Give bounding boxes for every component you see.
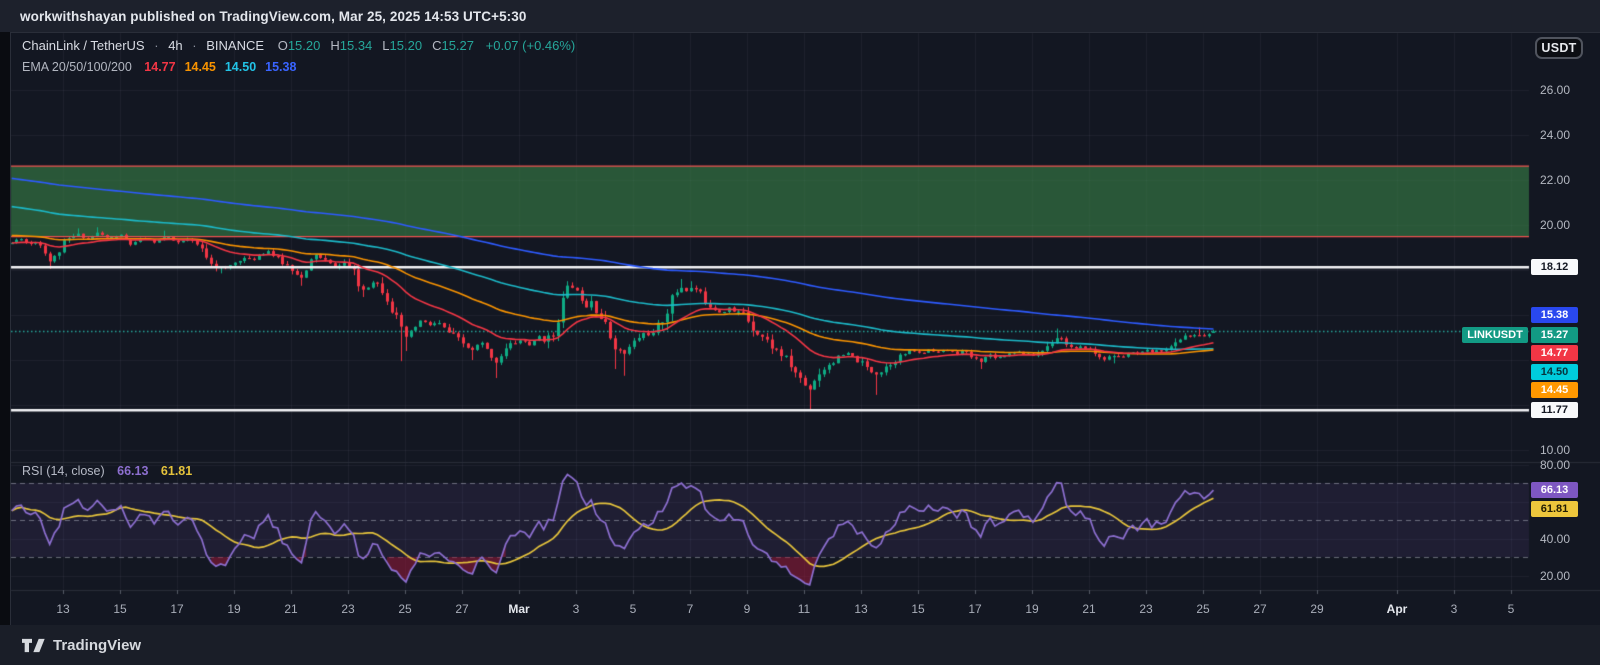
time-axis-label: 13 <box>854 602 868 616</box>
time-axis-label: 11 <box>797 602 811 616</box>
time-axis-label: 17 <box>968 602 982 616</box>
time-axis-label: 21 <box>284 602 298 616</box>
ohlc-values: O15.20 H15.34 L15.20 C15.27 <box>268 38 474 53</box>
change-value: +0.07 (+0.46%) <box>485 38 576 53</box>
price-axis-badge: 14.77 <box>1531 345 1578 361</box>
price-axis-label: 20.00 <box>1539 569 1571 583</box>
price-axis-label: 80.00 <box>1539 458 1571 472</box>
rsi-signal-value: 61.81 <box>160 464 193 478</box>
ohlc-letter: H <box>330 38 340 53</box>
time-axis-label: 25 <box>1196 602 1210 616</box>
rsi-value: 66.13 <box>117 464 149 478</box>
ohlc-letter: O <box>277 38 288 53</box>
time-axis-label: Mar <box>508 602 530 616</box>
price-axis-badge: 14.50 <box>1531 364 1578 380</box>
ema-value: 15.38 <box>265 60 297 74</box>
time-axis-label: 7 <box>686 602 694 616</box>
price-axis-badge: 15.27 <box>1531 327 1578 343</box>
ohlc-number: 15.34 <box>339 38 373 53</box>
time-axis-label: 3 <box>1450 602 1458 616</box>
symbol-header: ChainLink / TetherUS · 4h · BINANCE O15.… <box>22 38 575 53</box>
time-axis-label: 15 <box>911 602 925 616</box>
time-axis-label: 5 <box>1507 602 1515 616</box>
rsi-indicator-row: RSI (14, close) 66.13 61.81 <box>22 464 192 478</box>
ema-indicator-row: EMA 20/50/100/200 14.77 14.45 14.50 15.38 <box>22 60 296 74</box>
currency-toggle-button[interactable]: USDT <box>1535 37 1583 59</box>
price-axis-label: 26.00 <box>1539 83 1571 97</box>
time-axis-label: Apr <box>1386 602 1408 616</box>
time-axis-label: 19 <box>227 602 241 616</box>
separator-dot: · <box>192 38 197 53</box>
time-axis-label: 13 <box>56 602 70 616</box>
time-axis-label: 27 <box>455 602 469 616</box>
interval-label[interactable]: 4h <box>168 38 183 53</box>
time-axis-label: 3 <box>572 602 580 616</box>
price-axis-label: 24.00 <box>1539 128 1571 142</box>
price-axis-badge: 14.45 <box>1531 382 1578 398</box>
rsi-indicator-label[interactable]: RSI (14, close) <box>22 464 105 478</box>
time-axis-label: 5 <box>629 602 637 616</box>
price-axis-badge: 66.13 <box>1531 482 1578 498</box>
time-axis-label: 21 <box>1082 602 1096 616</box>
ohlc-letter: L <box>382 38 390 53</box>
price-axis-label: 10.00 <box>1539 443 1571 457</box>
exchange-label[interactable]: BINANCE <box>206 38 265 53</box>
ohlc-letter: C <box>432 38 442 53</box>
time-axis-label: 19 <box>1025 602 1039 616</box>
time-axis-label: 15 <box>113 602 127 616</box>
ema-indicator-label[interactable]: EMA 20/50/100/200 <box>22 60 132 74</box>
time-axis-label: 25 <box>398 602 412 616</box>
time-axis-label: 29 <box>1310 602 1324 616</box>
ohlc-number: 15.20 <box>389 38 423 53</box>
ema-value: 14.45 <box>184 60 216 74</box>
time-axis-label: 23 <box>341 602 355 616</box>
price-axis-label: 40.00 <box>1539 532 1571 546</box>
ema-values: 14.77 14.45 14.50 15.38 <box>135 60 296 74</box>
separator-dot: · <box>154 38 159 53</box>
price-axis-label: 20.00 <box>1539 218 1571 232</box>
ohlc-number: 15.27 <box>441 38 475 53</box>
price-axis-badge: 61.81 <box>1531 501 1578 517</box>
price-axis-badge: 11.77 <box>1531 402 1578 418</box>
ema-value: 14.50 <box>224 60 257 74</box>
time-axis-label: 23 <box>1139 602 1153 616</box>
price-axis-badge: 15.38 <box>1531 307 1578 323</box>
symbol-price-tag: LINKUSDT <box>1462 327 1528 343</box>
price-axis-label: 22.00 <box>1539 173 1571 187</box>
time-axis-label: 9 <box>743 602 751 616</box>
price-axis-badge: 18.12 <box>1531 259 1578 275</box>
ema-value: 14.77 <box>144 60 176 74</box>
symbol-name[interactable]: ChainLink / TetherUS <box>22 38 145 53</box>
time-axis-label: 17 <box>170 602 184 616</box>
ohlc-number: 15.20 <box>287 38 321 53</box>
time-axis-label: 27 <box>1253 602 1267 616</box>
currency-toggle-label: USDT <box>1541 41 1577 55</box>
